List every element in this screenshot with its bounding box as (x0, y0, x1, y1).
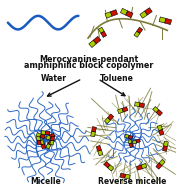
Polygon shape (48, 140, 53, 145)
Polygon shape (163, 141, 168, 147)
Polygon shape (91, 131, 95, 137)
Polygon shape (89, 40, 96, 48)
Polygon shape (145, 8, 152, 15)
Polygon shape (128, 139, 132, 144)
Polygon shape (137, 165, 142, 170)
Polygon shape (139, 103, 145, 108)
Polygon shape (93, 36, 101, 44)
Polygon shape (125, 174, 130, 179)
Polygon shape (165, 18, 172, 25)
Polygon shape (108, 114, 114, 120)
Polygon shape (159, 17, 166, 23)
Text: Water: Water (40, 74, 66, 83)
Polygon shape (129, 143, 133, 147)
Polygon shape (157, 125, 163, 131)
Polygon shape (117, 108, 123, 114)
Polygon shape (141, 163, 147, 169)
Polygon shape (137, 27, 143, 33)
Polygon shape (122, 107, 128, 112)
Polygon shape (50, 140, 54, 145)
Polygon shape (110, 10, 118, 16)
Polygon shape (36, 136, 40, 141)
Polygon shape (46, 135, 51, 140)
Polygon shape (105, 12, 112, 18)
Polygon shape (120, 8, 128, 15)
Text: Reverse micelle: Reverse micelle (98, 177, 167, 186)
Polygon shape (140, 11, 147, 18)
Polygon shape (45, 131, 50, 135)
Polygon shape (120, 173, 125, 178)
Polygon shape (41, 131, 46, 135)
Text: Micelle: Micelle (30, 177, 61, 186)
Polygon shape (104, 162, 110, 168)
Polygon shape (40, 134, 45, 139)
Polygon shape (159, 129, 164, 135)
Polygon shape (50, 133, 55, 138)
Polygon shape (92, 127, 96, 132)
Polygon shape (98, 27, 104, 33)
Polygon shape (98, 150, 103, 156)
Polygon shape (134, 102, 140, 107)
Polygon shape (163, 146, 167, 151)
Polygon shape (153, 107, 159, 113)
Polygon shape (101, 31, 107, 37)
Polygon shape (126, 11, 133, 18)
Polygon shape (37, 140, 41, 145)
Polygon shape (46, 143, 51, 149)
Polygon shape (96, 146, 101, 151)
Polygon shape (156, 110, 163, 116)
Polygon shape (134, 31, 140, 37)
Polygon shape (125, 134, 129, 138)
Text: Merocyanine-pendant: Merocyanine-pendant (39, 55, 139, 64)
Polygon shape (51, 136, 55, 141)
Polygon shape (128, 135, 133, 139)
Text: Toluene: Toluene (100, 74, 134, 83)
Polygon shape (156, 163, 162, 169)
Polygon shape (40, 140, 44, 145)
Polygon shape (36, 133, 41, 137)
Text: amphiphilic block copolymer: amphiphilic block copolymer (24, 61, 154, 70)
Polygon shape (136, 139, 140, 143)
Polygon shape (132, 140, 137, 144)
Polygon shape (104, 118, 110, 124)
Polygon shape (159, 159, 165, 166)
Polygon shape (41, 144, 46, 149)
Polygon shape (108, 165, 114, 171)
